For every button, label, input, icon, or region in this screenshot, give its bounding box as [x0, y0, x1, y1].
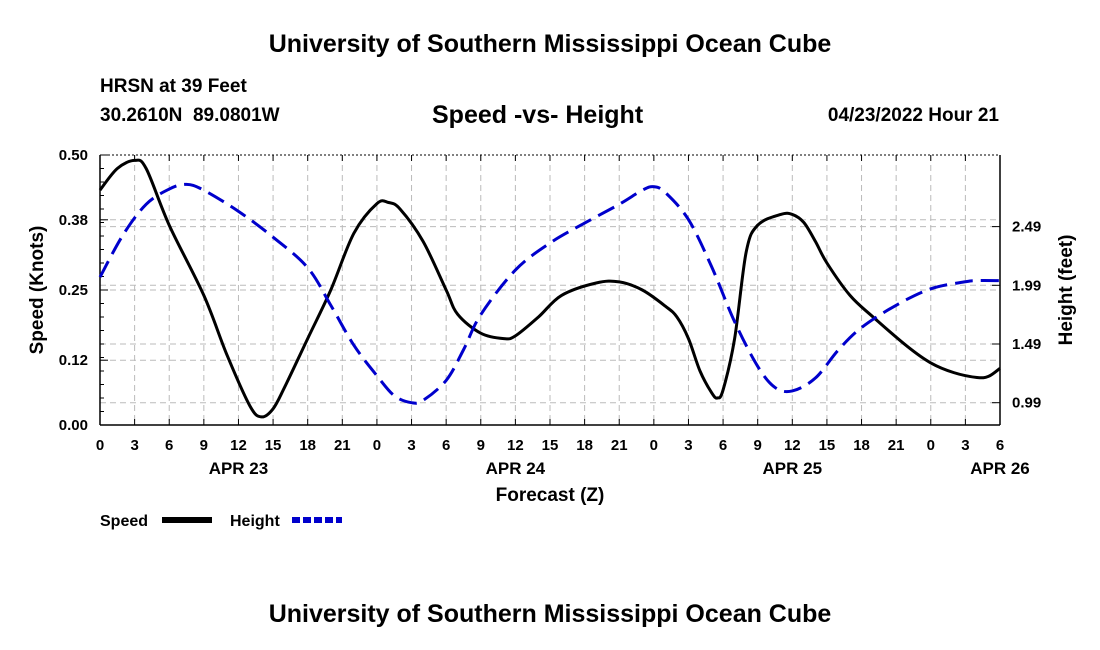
- x-tick-label: 21: [888, 437, 905, 454]
- y-tick-label-left: 0.38: [59, 212, 88, 229]
- x-tick-label: 6: [996, 437, 1004, 454]
- station-coordinates: 30.2610N 89.0801W: [100, 105, 280, 126]
- x-tick-label: 3: [961, 437, 969, 454]
- y-axis-left-label: Speed (Knots): [27, 226, 48, 355]
- x-tick-label: 18: [853, 437, 870, 454]
- legend-height-label: Height: [230, 513, 280, 530]
- x-tick-label: 21: [334, 437, 351, 454]
- y-tick-label-left: 0.25: [59, 282, 88, 299]
- y-tick-label-right: 1.49: [1012, 336, 1041, 353]
- x-tick-label: 6: [165, 437, 173, 454]
- x-tick-label: 15: [265, 437, 282, 454]
- x-tick-label: 0: [927, 437, 935, 454]
- x-tick-label: 0: [650, 437, 658, 454]
- x-tick-label: 21: [611, 437, 628, 454]
- x-axis-label: Forecast (Z): [496, 485, 605, 506]
- date-label: APR 24: [486, 459, 546, 478]
- series: [98, 158, 1001, 419]
- x-tick-label: 9: [200, 437, 208, 454]
- date-label: APR 25: [763, 459, 823, 478]
- y-axis-right-label: Height (feet): [1056, 235, 1077, 346]
- x-tick-label: 0: [373, 437, 381, 454]
- x-tick-label: 15: [819, 437, 836, 454]
- x-tick-label: 18: [299, 437, 316, 454]
- x-tick-label: 9: [754, 437, 762, 454]
- date-label: APR 23: [209, 459, 269, 478]
- y-tick-label-right: 0.99: [1012, 395, 1041, 412]
- x-tick-label: 3: [407, 437, 415, 454]
- x-tick-label: 12: [507, 437, 524, 454]
- x-tick-label: 15: [542, 437, 559, 454]
- x-tick-label: 18: [576, 437, 593, 454]
- x-tick-label: 0: [96, 437, 104, 454]
- chart-title: University of Southern Mississippi Ocean…: [268, 30, 832, 58]
- x-tick-label: 9: [477, 437, 485, 454]
- forecast-timestamp: 04/23/2022 Hour 21: [827, 105, 999, 126]
- y-tick-label-left: 0.00: [59, 417, 88, 434]
- x-tick-label: 3: [130, 437, 138, 454]
- chart-subtitle: Speed -vs- Height: [432, 101, 644, 129]
- y-tick-label-right: 1.99: [1012, 277, 1041, 294]
- y-tick-label-left: 0.50: [59, 147, 88, 164]
- height-series-line: [98, 182, 1001, 405]
- legend-speed-label: Speed: [100, 513, 148, 530]
- speed-series-line: [98, 158, 1001, 419]
- y-tick-label-right: 2.49: [1012, 219, 1041, 236]
- x-tick-label: 6: [719, 437, 727, 454]
- y-tick-label-left: 0.12: [59, 352, 88, 369]
- footer-title: University of Southern Mississippi Ocean…: [268, 600, 832, 628]
- legend: Speed Height: [100, 513, 342, 530]
- x-tick-label: 12: [230, 437, 247, 454]
- x-tick-label: 3: [684, 437, 692, 454]
- grid: [100, 155, 1000, 425]
- tick-labels: 0 3 6 9 12 15 18 21 0 3 6 9 12 15 18 21 0 3 6 9 12 15 18 21 0 3 6 A…: [59, 147, 1041, 478]
- station-label: HRSN at 39 Feet: [100, 76, 247, 97]
- x-tick-label: 6: [442, 437, 450, 454]
- date-label: APR 26: [970, 459, 1030, 478]
- x-tick-label: 12: [784, 437, 801, 454]
